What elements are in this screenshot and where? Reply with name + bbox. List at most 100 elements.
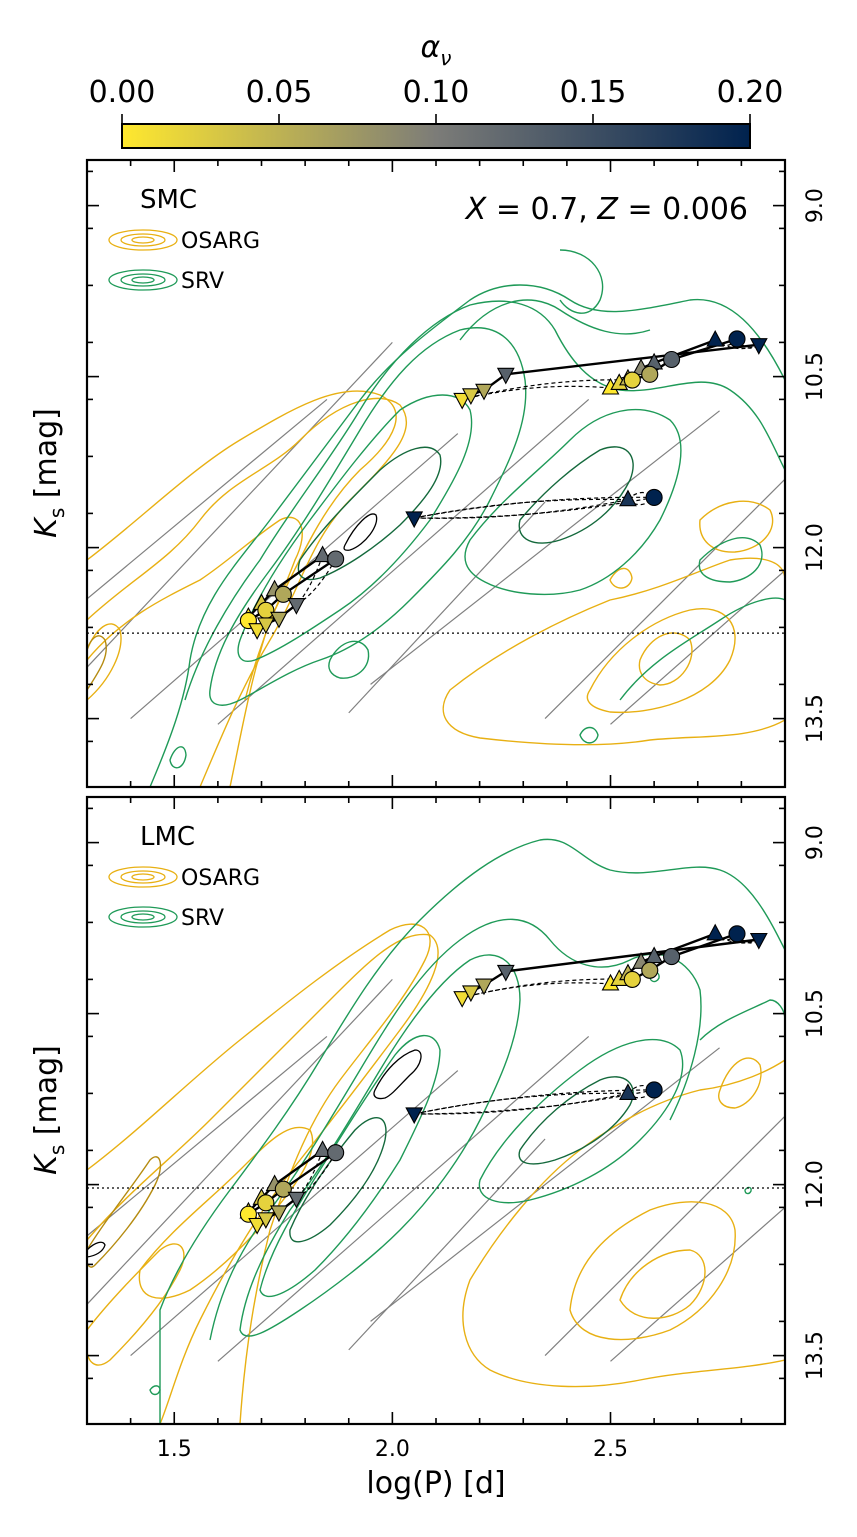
lmc-pl-guide-line bbox=[544, 1115, 785, 1357]
lmc-y-axis-label: Ks [mag] bbox=[29, 1045, 69, 1175]
legend-srv-label: SRV bbox=[181, 269, 224, 294]
smc-marker-triangle-up bbox=[706, 329, 725, 347]
smc-osarg-contour bbox=[609, 567, 633, 589]
lmc-y-tick-label: 13.5 bbox=[803, 1331, 828, 1380]
lmc-marker-triangle-down bbox=[287, 1191, 306, 1209]
legend-osarg-swatch bbox=[108, 866, 178, 888]
smc-y-tick-label: 10.5 bbox=[803, 352, 828, 401]
lmc-x-tick-label: 2.5 bbox=[593, 1437, 628, 1462]
lmc-pl-guide-line bbox=[87, 978, 393, 1305]
lmc-marker-triangle-down bbox=[496, 964, 515, 982]
lmc-srv-contour bbox=[699, 999, 785, 1041]
legend-osarg-swatch bbox=[108, 229, 178, 251]
smc-marker-circle bbox=[641, 365, 659, 383]
smc-srv-contour bbox=[619, 597, 785, 701]
lmc-y-tick-labels: 9.0 10.5 12.0 13.5 bbox=[803, 825, 828, 1380]
lmc-period-luminosity-guides bbox=[87, 978, 785, 1362]
lmc-axes-frame bbox=[85, 795, 787, 1426]
lmc-osarg-contour bbox=[718, 1057, 762, 1109]
lmc-track-lower-circle bbox=[247, 1151, 337, 1216]
lmc-marker-triangle-down bbox=[405, 1107, 424, 1125]
smc-srv-contour bbox=[698, 537, 763, 583]
lmc-marker-triangle-down bbox=[749, 932, 768, 950]
lmc-osarg-contour bbox=[87, 933, 439, 1424]
panel-smc: 9.0 10.5 12.0 13.5 SMC X = 0.7, Z = 0.006 O… bbox=[29, 158, 828, 789]
smc-panel-title: SMC bbox=[140, 185, 197, 215]
lmc-y-tick-label: 10.5 bbox=[803, 989, 828, 1038]
smc-track-lower-triangle-up bbox=[247, 554, 324, 618]
lmc-srv-contour bbox=[149, 1385, 161, 1396]
lmc-marker-triangle-up bbox=[645, 946, 664, 964]
smc-y-axis-label: Ks [mag] bbox=[29, 408, 69, 538]
smc-y-tick-label: 12.0 bbox=[803, 523, 828, 572]
smc-srv-contours bbox=[149, 249, 785, 787]
smc-osarg-contour bbox=[87, 516, 303, 701]
lmc-srv-contour bbox=[159, 838, 785, 1424]
colorbar-gradient bbox=[121, 123, 751, 149]
smc-pl-guide-line bbox=[544, 478, 785, 720]
smc-srv-contour bbox=[464, 408, 682, 596]
smc-marker-circle bbox=[645, 488, 663, 506]
smc-marker-triangle-down bbox=[749, 338, 768, 355]
smc-marker-triangle-up bbox=[313, 545, 332, 563]
smc-marker-triangle-down bbox=[475, 383, 493, 401]
lmc-marker-circle bbox=[274, 1180, 292, 1198]
lmc-pl-guide-line bbox=[370, 1047, 720, 1322]
lmc-marker-triangle-up bbox=[313, 1140, 332, 1157]
lmc-pl-guide-line bbox=[87, 1035, 328, 1237]
smc-srv-contour bbox=[518, 446, 634, 544]
lmc-srv-contour bbox=[518, 1076, 634, 1165]
lmc-marker-triangle-down bbox=[453, 991, 472, 1008]
lmc-srv-contours bbox=[149, 838, 785, 1424]
smc-marker-circle bbox=[728, 330, 746, 348]
smc-srv-contour bbox=[149, 284, 785, 787]
smc-marker-circle bbox=[663, 350, 681, 369]
smc-osarg-contour bbox=[638, 632, 693, 686]
smc-osarg-contour bbox=[87, 623, 122, 701]
legend-srv-swatch bbox=[108, 906, 178, 928]
smc-srv-contour bbox=[579, 726, 599, 744]
lmc-x-tick-label: 1.5 bbox=[157, 1437, 192, 1462]
smc-srv-contour bbox=[169, 746, 187, 769]
lmc-osarg-contour bbox=[569, 1201, 736, 1341]
smc-marker-triangle-down bbox=[496, 367, 515, 385]
smc-osarg-contour bbox=[87, 390, 397, 787]
smc-marker-triangle-down bbox=[270, 611, 288, 629]
smc-ticks bbox=[86, 160, 786, 787]
x-axis-label: log(P) [d] bbox=[366, 1466, 505, 1501]
colorbar-label: αν bbox=[421, 30, 452, 70]
lmc-x-tick-label: 2.0 bbox=[375, 1437, 410, 1462]
smc-model-tracks bbox=[247, 337, 760, 631]
smc-osarg-contour bbox=[87, 635, 107, 691]
smc-model-markers bbox=[239, 329, 768, 640]
smc-black-contour bbox=[343, 513, 378, 551]
lmc-y-tick-label: 9.0 bbox=[803, 825, 828, 860]
lmc-osarg-contour bbox=[87, 1156, 162, 1268]
smc-pl-guide-line bbox=[87, 341, 393, 668]
smc-marker-triangle-down bbox=[287, 598, 306, 615]
lmc-marker-circle bbox=[623, 970, 641, 988]
legend-srv-swatch bbox=[108, 269, 178, 291]
smc-track-dashed bbox=[414, 496, 655, 519]
lmc-y-tick-label: 12.0 bbox=[803, 1160, 828, 1209]
smc-annotation: X = 0.7, Z = 0.006 bbox=[464, 192, 748, 227]
smc-pl-guide-line bbox=[348, 501, 546, 714]
colorbar-tick-label: 0.05 bbox=[246, 75, 313, 110]
lmc-marker-circle bbox=[641, 961, 659, 979]
smc-pl-guide-line bbox=[217, 398, 590, 725]
lmc-osarg-contour bbox=[87, 1243, 185, 1366]
lmc-track-dashed bbox=[462, 982, 611, 999]
smc-osarg-contour bbox=[586, 608, 736, 714]
lmc-black-contour bbox=[87, 1241, 106, 1258]
lmc-black-contour bbox=[373, 1049, 422, 1100]
lmc-srv-contour bbox=[239, 954, 521, 1337]
smc-track-dashed bbox=[462, 385, 611, 400]
lmc-track-dashed bbox=[462, 978, 633, 999]
lmc-x-tick-labels: 1.5 2.0 2.5 bbox=[157, 1437, 628, 1462]
colorbar-tick-label: 0.20 bbox=[717, 75, 784, 110]
smc-srv-contour bbox=[328, 640, 370, 679]
legend-osarg-label: OSARG bbox=[181, 229, 260, 254]
smc-pl-guide-line bbox=[610, 569, 785, 725]
lmc-osarg-contour bbox=[619, 1249, 706, 1319]
